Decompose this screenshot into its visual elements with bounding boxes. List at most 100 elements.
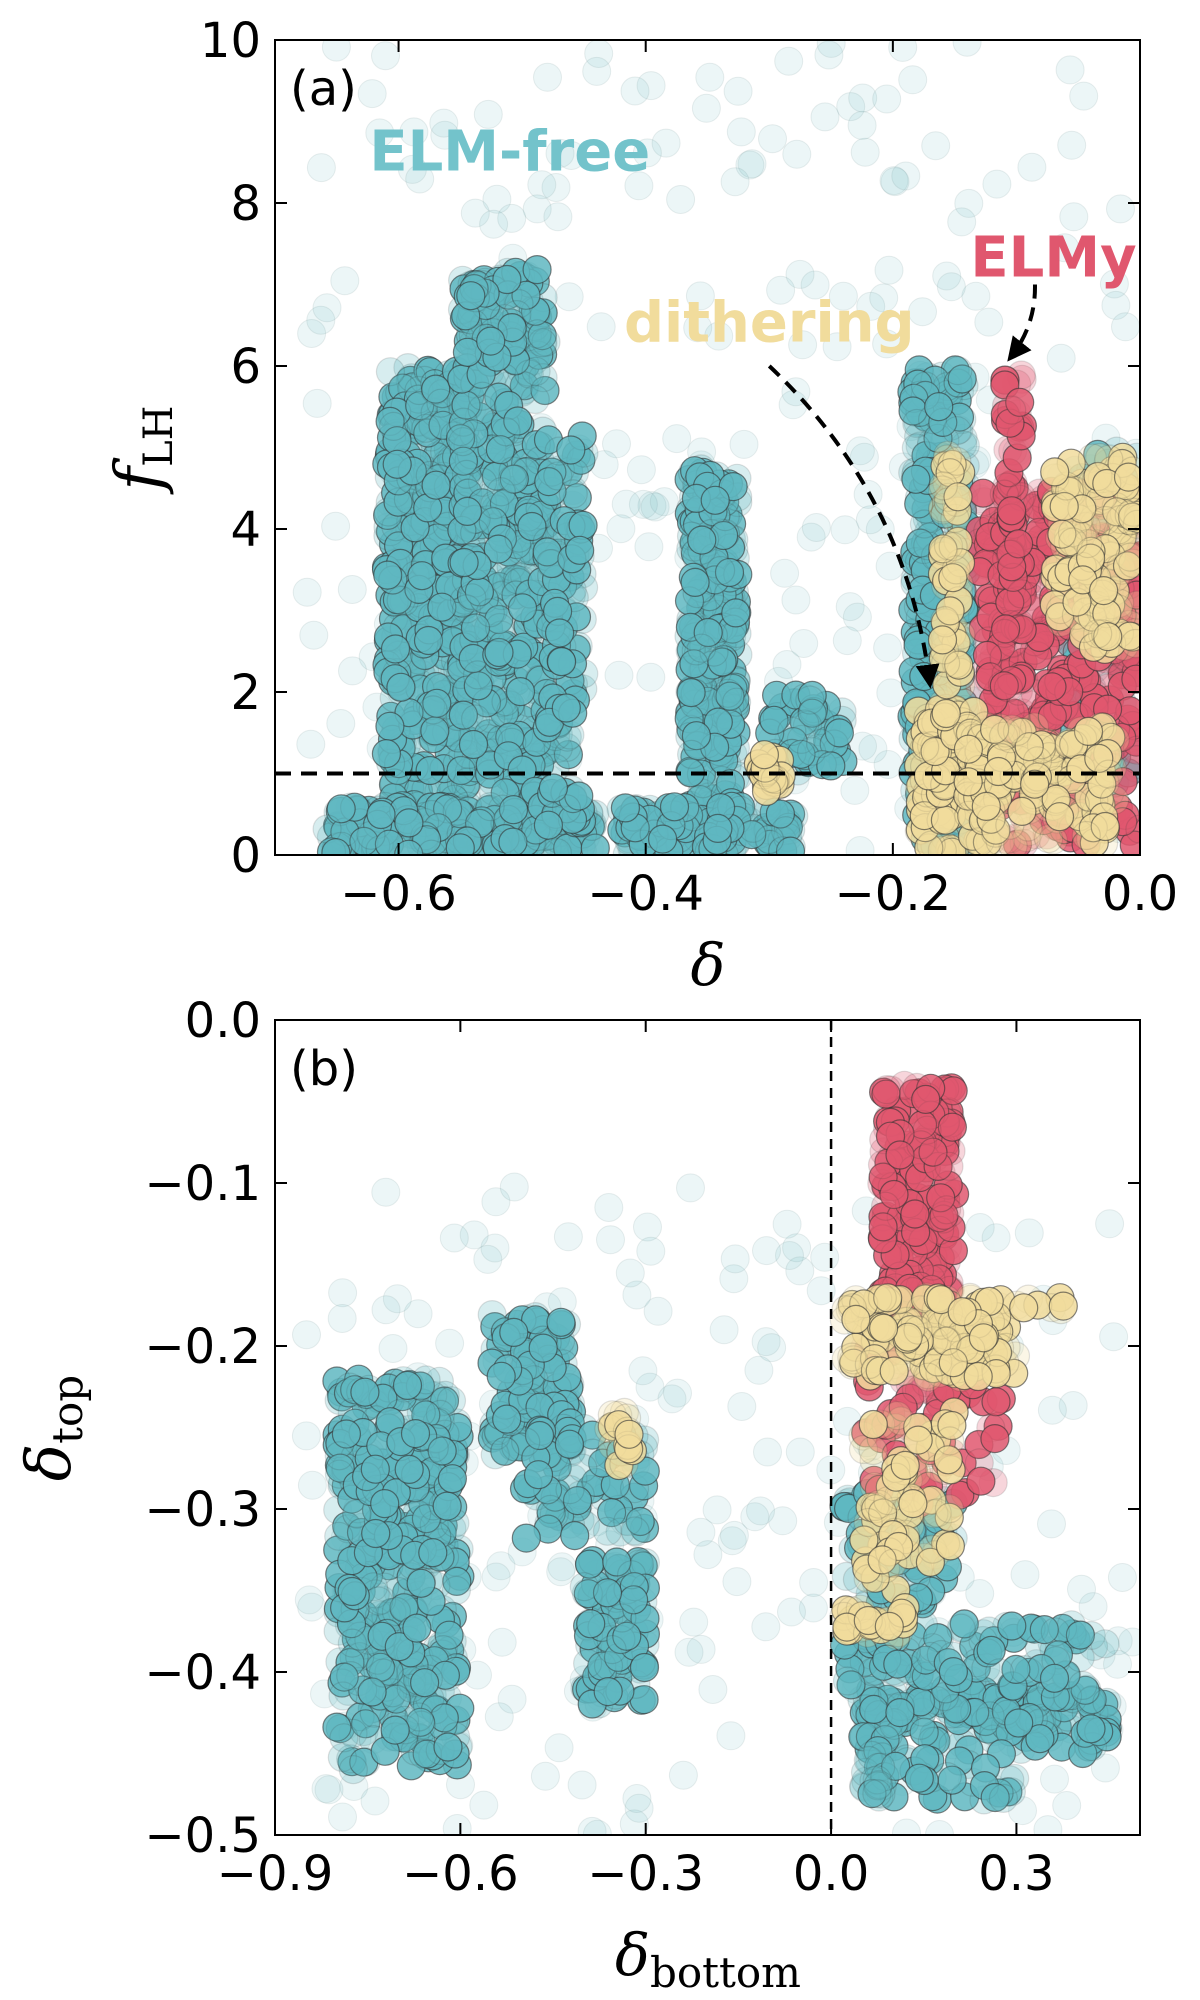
y-tick-label: 8 <box>230 176 261 232</box>
data-point <box>406 1568 436 1598</box>
data-point <box>1052 1791 1082 1820</box>
data-point <box>676 1173 705 1203</box>
data-point <box>392 1370 423 1401</box>
data-point <box>407 561 437 591</box>
data-point <box>610 793 641 823</box>
data-point <box>482 184 512 214</box>
data-point <box>302 388 332 418</box>
data-point <box>321 511 351 541</box>
data-point <box>1040 1764 1069 1794</box>
data-point <box>636 71 666 101</box>
data-point <box>997 1611 1027 1641</box>
data-point <box>593 1676 623 1707</box>
data-point <box>577 1816 607 1835</box>
data-point <box>938 532 968 562</box>
data-point <box>908 297 937 327</box>
data-point <box>448 700 478 730</box>
data-point <box>848 83 878 113</box>
data-point <box>410 1668 440 1698</box>
data-point <box>782 139 812 169</box>
data-point <box>873 633 903 663</box>
data-point <box>885 1697 915 1728</box>
data-point <box>505 676 536 707</box>
data-point <box>1065 1620 1096 1650</box>
data-point <box>607 1603 637 1633</box>
data-point <box>475 598 505 628</box>
data-point <box>636 1236 666 1266</box>
data-point <box>558 479 588 509</box>
data-point <box>934 1151 964 1181</box>
data-point <box>522 319 552 349</box>
data-point <box>330 266 360 296</box>
data-point <box>832 1666 863 1696</box>
data-point <box>687 525 717 555</box>
data-point <box>703 813 733 844</box>
data-point <box>774 46 804 76</box>
data-point <box>560 1520 590 1551</box>
data-point <box>611 489 641 519</box>
data-point <box>981 1223 1011 1253</box>
data-point <box>643 1296 673 1326</box>
data-point <box>649 487 679 517</box>
data-point <box>891 161 921 191</box>
data-point <box>847 110 877 140</box>
data-point <box>584 40 614 68</box>
data-point <box>892 1818 921 1835</box>
data-point <box>511 1523 541 1553</box>
data-point <box>634 532 664 562</box>
data-point <box>810 1242 840 1272</box>
data-point <box>596 1225 625 1255</box>
data-point <box>411 413 441 443</box>
data-point <box>880 167 910 197</box>
data-point <box>565 535 595 565</box>
data-point <box>567 1770 597 1800</box>
data-point <box>497 313 527 343</box>
data-point <box>378 1334 408 1363</box>
data-point <box>855 505 885 535</box>
data-point <box>781 585 811 615</box>
data-point <box>830 515 860 545</box>
data-point <box>375 711 405 741</box>
data-point <box>801 513 831 542</box>
data-point <box>928 471 959 501</box>
annotation-dithering: dithering <box>624 291 915 356</box>
data-point <box>499 464 529 494</box>
data-point <box>297 1592 327 1622</box>
data-point <box>1039 1663 1070 1693</box>
data-point <box>312 293 342 323</box>
data-point <box>528 363 558 393</box>
data-point <box>460 198 490 228</box>
data-point <box>676 739 707 770</box>
data-point <box>633 1212 662 1242</box>
data-point <box>522 255 552 285</box>
data-point <box>365 118 395 148</box>
data-point <box>1106 194 1135 224</box>
annotation-elm-free: ELM-free <box>369 119 650 184</box>
data-point <box>849 442 879 472</box>
data-point <box>297 1470 327 1500</box>
data-point <box>556 141 586 170</box>
data-point <box>938 1656 969 1687</box>
data-point <box>460 613 491 643</box>
data-point <box>543 202 573 232</box>
data-point <box>1107 1563 1137 1592</box>
data-point <box>492 1404 522 1434</box>
data-point <box>1067 1574 1096 1604</box>
data-point <box>927 625 958 655</box>
data-point <box>400 1418 431 1449</box>
data-point <box>497 203 527 233</box>
data-point <box>360 1786 390 1816</box>
data-point <box>1054 727 1084 758</box>
data-point <box>1121 664 1140 694</box>
data-point <box>523 1460 554 1490</box>
x-tick-label: −0.6 <box>340 866 457 922</box>
data-point <box>456 281 486 311</box>
data-point <box>720 167 750 197</box>
data-point <box>442 796 472 826</box>
data-point <box>996 496 1027 526</box>
data-point <box>1004 1708 1034 1738</box>
data-point <box>350 1377 380 1407</box>
data-point <box>691 93 721 123</box>
